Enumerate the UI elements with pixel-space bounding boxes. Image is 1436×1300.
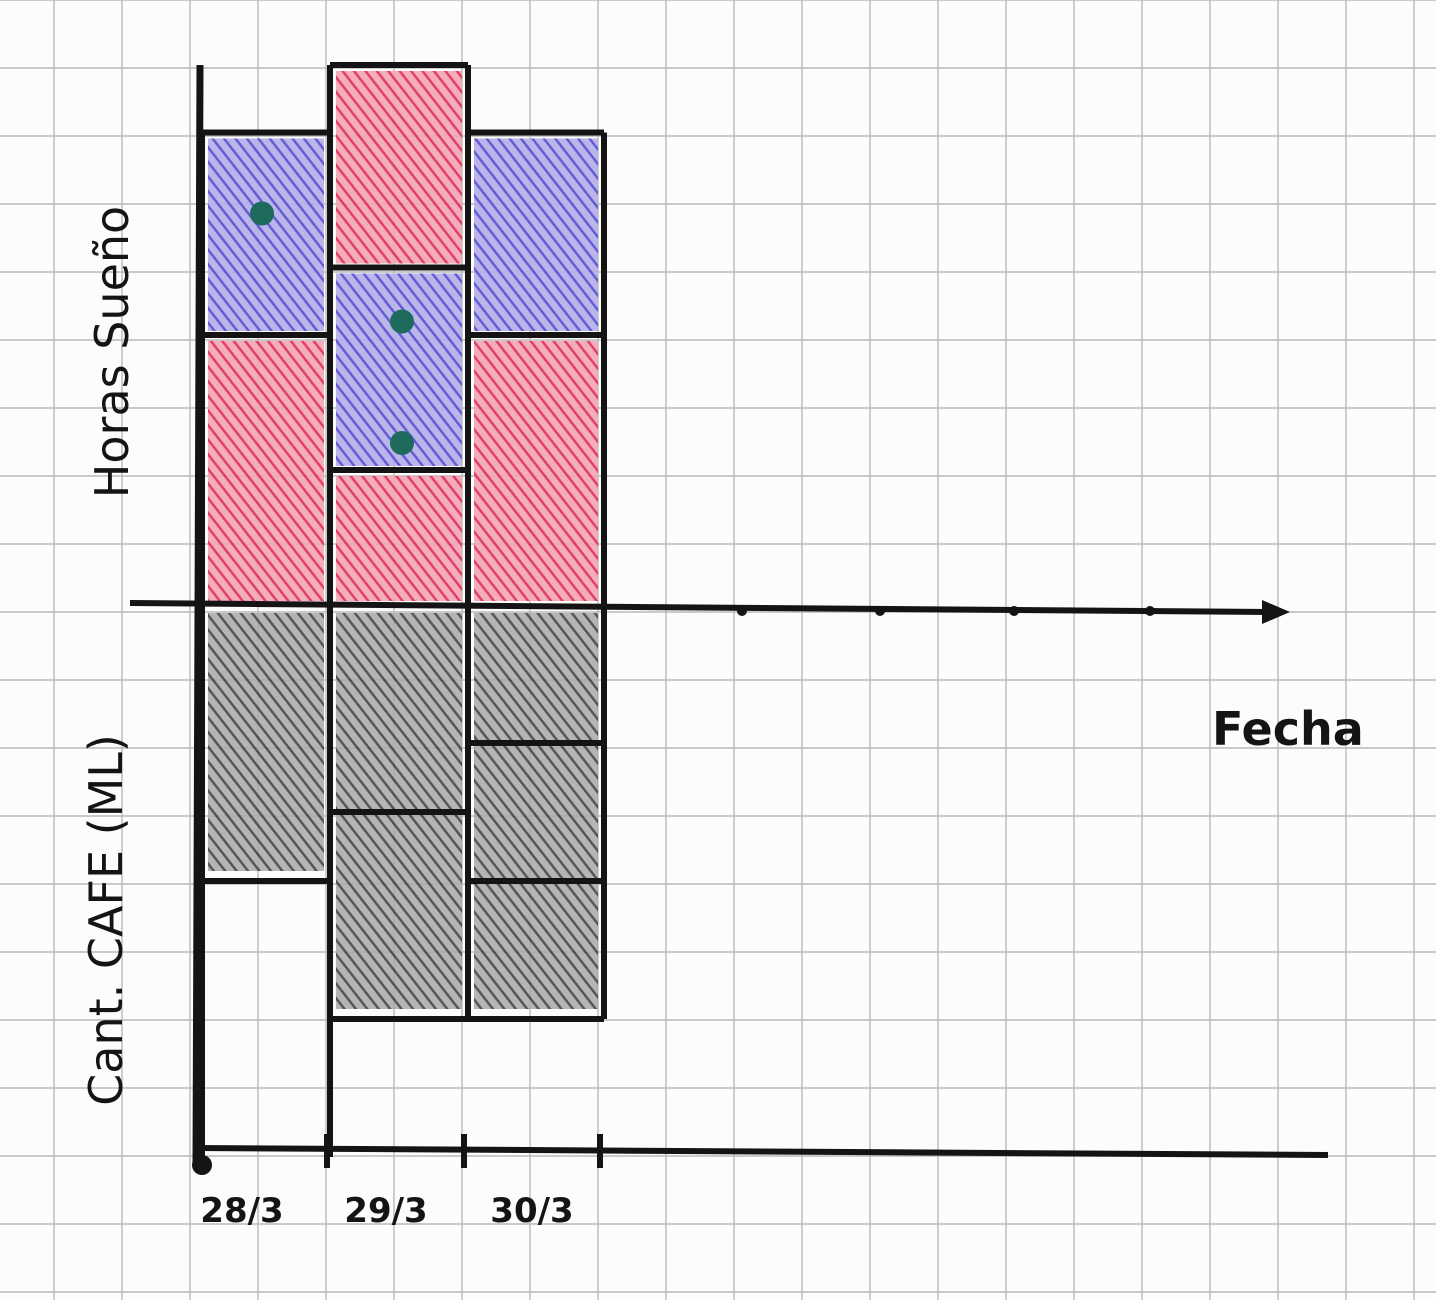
sleep-segment-blue-28/3 <box>208 138 324 331</box>
origin-dot <box>192 1155 212 1175</box>
labels-layer: Fecha Horas Sueño Cant. CAFE (ML) 28/3 29… <box>79 206 1364 1231</box>
x-tick-label-30/3: 30/3 <box>490 1191 573 1231</box>
coffee-fill-30/3 <box>474 613 598 1009</box>
axis-tick-dot <box>875 606 885 616</box>
x-tick-label-28/3: 28/3 <box>200 1191 283 1231</box>
y-axis-title-sleep: Horas Sueño <box>85 206 139 498</box>
x-axis-line-bottom <box>195 1145 1329 1158</box>
axes-layer <box>129 64 1329 1175</box>
green-dot-marker <box>390 309 414 334</box>
green-dot-marker <box>250 201 274 226</box>
axis-tick-dot <box>1145 606 1155 616</box>
bars-layer <box>199 62 607 1157</box>
axis-tick-dot <box>1009 606 1019 616</box>
x-axis-arrowhead <box>1262 600 1290 624</box>
x-tick-label-29/3: 29/3 <box>344 1191 427 1231</box>
sleep-segment-red-30/3 <box>474 341 598 601</box>
sleep-segment-red-28/3 <box>208 341 324 601</box>
y-axis-line <box>192 64 204 1163</box>
green-dot-marker <box>390 431 414 455</box>
sleep-segment-red-29/3 <box>336 476 462 601</box>
axis-tick-dot <box>737 606 747 616</box>
sleep-segment-red-29/3 <box>336 71 462 264</box>
coffee-fill-28/3 <box>208 613 324 871</box>
x-axis-title: Fecha <box>1212 702 1364 756</box>
y-axis-title-coffee: Cant. CAFE (ML) <box>79 734 133 1106</box>
sleep-segment-blue-30/3 <box>474 138 598 331</box>
x-axis-line-middle <box>129 600 1276 615</box>
